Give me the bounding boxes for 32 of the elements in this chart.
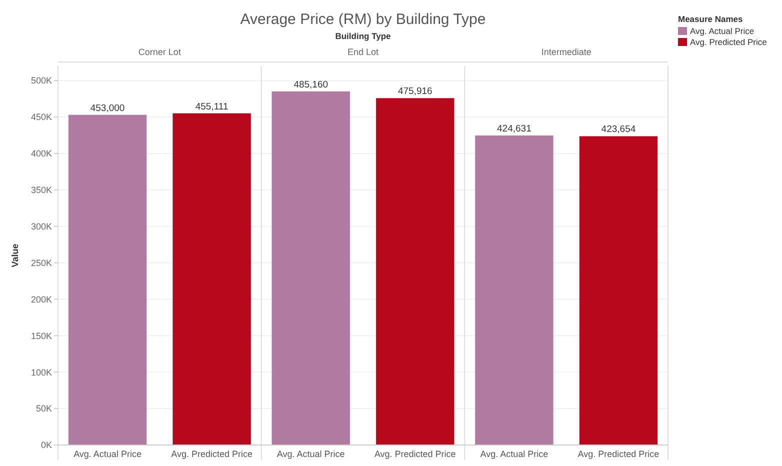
text: Avg. Predicted Price	[578, 449, 660, 459]
text: Avg. Predicted Price	[374, 449, 456, 459]
y-tick-label: 250K	[30, 258, 52, 268]
data-label: 424,631	[497, 124, 532, 135]
y-tick-label: 400K	[30, 148, 52, 159]
legend-title: Measure Names	[678, 14, 743, 24]
x-tick-label: Corner Lot	[138, 47, 182, 57]
y-tick-label: 50K	[36, 404, 52, 414]
text: Avg. Actual Price	[74, 449, 142, 459]
y-tick-label: 100K	[30, 367, 52, 378]
y-axis-title: Value	[10, 244, 20, 268]
y-tick-label: 350K	[30, 185, 52, 196]
y-tick-label: 300K	[30, 221, 52, 232]
data-label: 475,916	[398, 86, 432, 98]
y-tick-label: 450K	[30, 112, 52, 122]
text: Avg. Actual Price	[276, 449, 345, 459]
x-tick-label: End Lot	[347, 47, 380, 57]
y-tick-label: 500K	[30, 76, 52, 86]
data-label: 485,160	[294, 79, 328, 90]
data-label: 455,111	[195, 101, 228, 112]
chart-title: Average Price (RM) by Building Type	[240, 11, 486, 28]
text: Avg. Actual Price	[480, 449, 548, 459]
y-tick-label: 0K	[40, 440, 52, 450]
y-tick-label: 200K	[30, 294, 52, 304]
legend-label: Avg. Predicted Price	[690, 37, 768, 47]
text: Avg. Predicted Price	[171, 449, 252, 459]
x-axis-title: Building Type	[335, 31, 392, 41]
data-label: 423,654	[601, 124, 636, 136]
y-tick-label: 150K	[30, 330, 52, 341]
data-label: 453,000	[90, 102, 125, 114]
legend-label: Avg. Actual Price	[690, 26, 754, 36]
x-tick-label: Intermediate	[541, 47, 592, 57]
